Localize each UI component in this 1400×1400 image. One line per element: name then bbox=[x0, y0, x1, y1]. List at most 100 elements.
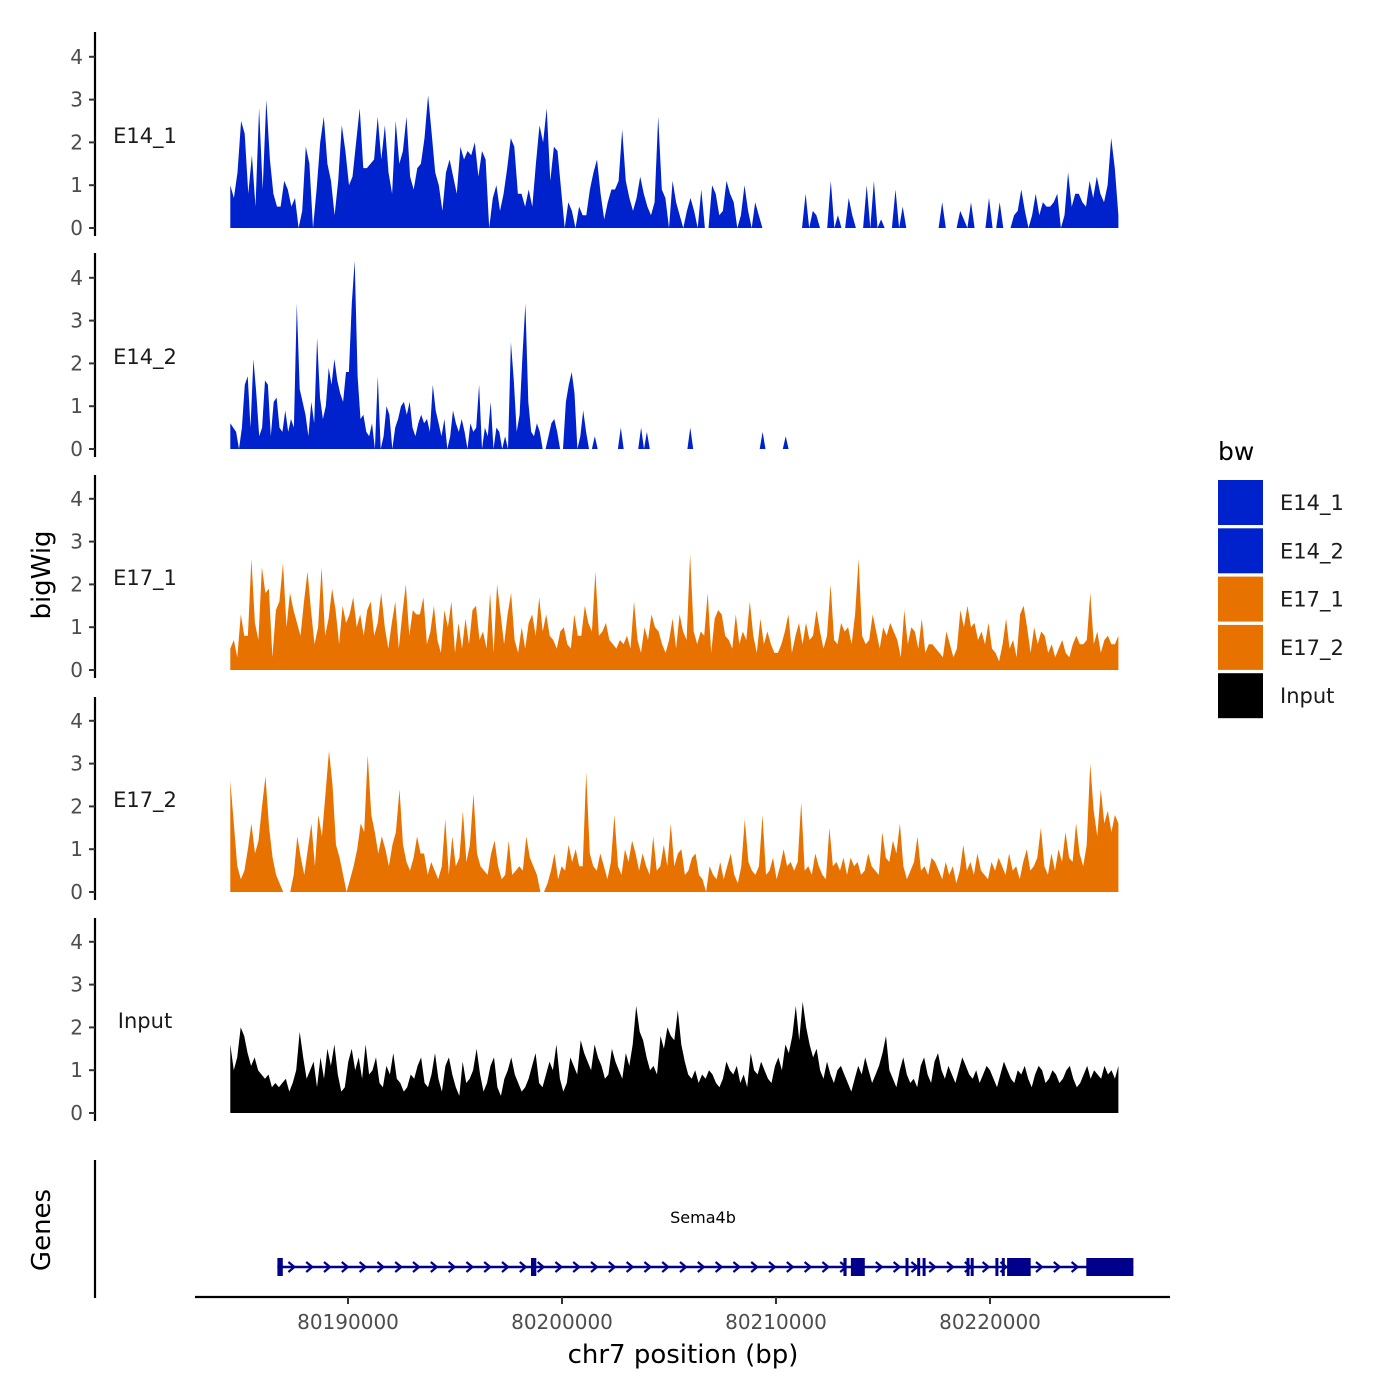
exon bbox=[531, 1258, 537, 1276]
y-tick-label: 1 bbox=[70, 173, 83, 197]
strand-arrow bbox=[430, 1261, 439, 1273]
strand-arrow bbox=[1053, 1261, 1062, 1273]
y-tick-label: 2 bbox=[70, 351, 83, 375]
strand-arrow bbox=[946, 1261, 955, 1273]
legend-key-Input bbox=[1218, 673, 1263, 719]
strand-arrow bbox=[875, 1261, 884, 1273]
signal-area-E17_2 bbox=[230, 750, 1119, 892]
strand-arrow bbox=[447, 1261, 457, 1273]
strand-arrow bbox=[892, 1261, 902, 1273]
y-tick-label: 0 bbox=[70, 216, 83, 240]
track-label-E14_1: E14_1 bbox=[113, 124, 177, 149]
genes-axis-title: Genes bbox=[27, 1189, 57, 1271]
track-label-Input: Input bbox=[118, 1009, 172, 1033]
y-tick-label: 4 bbox=[70, 930, 83, 954]
y-tick-label: 0 bbox=[70, 437, 83, 461]
y-tick-label: 2 bbox=[70, 794, 83, 818]
y-tick-label: 2 bbox=[70, 1015, 83, 1039]
strand-arrow bbox=[590, 1261, 599, 1273]
strand-arrow bbox=[394, 1261, 403, 1273]
signal-area-E14_1 bbox=[230, 95, 1119, 228]
signal-area-E17_1 bbox=[230, 554, 1119, 670]
track-E14_2: 0 1 2 3 4 E14_2 bbox=[70, 253, 1119, 461]
y-tick-label: 0 bbox=[70, 658, 83, 682]
strand-arrow bbox=[821, 1261, 831, 1273]
x-axis: 80190000 80200000 80210000 80220000 bbox=[195, 1295, 1170, 1334]
exon bbox=[1001, 1258, 1005, 1276]
exon bbox=[905, 1258, 909, 1276]
x-axis-title: chr7 position (bp) bbox=[568, 1340, 799, 1370]
signal-area-Input bbox=[230, 1001, 1119, 1113]
legend-label-E14_2: E14_2 bbox=[1280, 539, 1344, 564]
y-tick-label: 3 bbox=[70, 309, 83, 333]
legend-label-E14_1: E14_1 bbox=[1280, 491, 1344, 516]
exon bbox=[917, 1258, 921, 1276]
y-tick-label: 4 bbox=[70, 266, 83, 290]
y-tick-label: 0 bbox=[70, 880, 83, 904]
strand-arrow bbox=[697, 1261, 706, 1273]
strand-arrow bbox=[679, 1261, 688, 1273]
strand-arrow bbox=[536, 1261, 546, 1273]
strand-arrow bbox=[572, 1261, 581, 1273]
exon bbox=[1086, 1258, 1134, 1276]
legend-title: bw bbox=[1218, 437, 1254, 466]
strand-arrow bbox=[1035, 1261, 1044, 1273]
strand-arrow bbox=[928, 1261, 937, 1273]
y-tick-label: 3 bbox=[70, 530, 83, 554]
strand-arrow bbox=[341, 1261, 350, 1273]
legend-key-E17_2 bbox=[1218, 624, 1263, 670]
legend-key-E17_1 bbox=[1218, 576, 1263, 622]
track-label-E17_2: E17_2 bbox=[113, 788, 177, 813]
y-tick-label: 1 bbox=[70, 837, 83, 861]
track-Input: 0 1 2 3 4 Input bbox=[70, 918, 1119, 1125]
strand-arrow bbox=[750, 1261, 759, 1273]
strand-arrow bbox=[608, 1261, 617, 1273]
track-label-E14_2: E14_2 bbox=[113, 345, 177, 370]
track-E17_1: 0 1 2 3 4 E17_1 bbox=[70, 475, 1119, 682]
y-tick-label: 3 bbox=[70, 973, 83, 997]
exon bbox=[277, 1258, 283, 1276]
y-tick-label: 1 bbox=[70, 615, 83, 639]
legend-key-E14_1 bbox=[1218, 480, 1263, 525]
signal-tracks: 0 1 2 3 4 E14_1 0 1 2 3 4 E14_2 0 1 2 3 4 E17_1 0 1 2 3 4 E17_2… bbox=[70, 32, 1119, 1125]
gene-track: Sema4b bbox=[93, 1160, 1134, 1298]
strand-arrow bbox=[465, 1261, 475, 1273]
strand-arrow bbox=[786, 1261, 795, 1273]
exon bbox=[995, 1258, 999, 1276]
legend-key-E14_2 bbox=[1218, 528, 1263, 574]
strand-arrow bbox=[1070, 1261, 1080, 1273]
exon bbox=[850, 1258, 865, 1276]
strand-arrow bbox=[358, 1261, 368, 1273]
y-tick-label: 1 bbox=[70, 394, 83, 418]
exon bbox=[1007, 1258, 1011, 1276]
exon bbox=[966, 1258, 970, 1276]
track-label-E17_1: E17_1 bbox=[113, 566, 177, 591]
strand-arrow bbox=[305, 1261, 314, 1273]
y-tick-label: 2 bbox=[70, 572, 83, 596]
strand-arrow bbox=[287, 1261, 297, 1273]
strand-arrow bbox=[376, 1261, 386, 1273]
strand-arrow bbox=[323, 1261, 332, 1273]
legend-label-Input: Input bbox=[1280, 684, 1334, 708]
strand-arrow bbox=[714, 1261, 724, 1273]
track-E14_1: 0 1 2 3 4 E14_1 bbox=[70, 32, 1119, 240]
y-tick-label: 0 bbox=[70, 1101, 83, 1125]
strand-arrow bbox=[661, 1261, 670, 1273]
strand-arrow bbox=[768, 1261, 777, 1273]
gene-label: Sema4b bbox=[670, 1208, 736, 1227]
legend: bw E14_1 E14_2 E17_1 E17_2 Input bbox=[1218, 437, 1344, 719]
exon bbox=[970, 1258, 974, 1276]
strand-arrow bbox=[519, 1261, 528, 1273]
exon bbox=[922, 1258, 926, 1276]
y-tick-label: 2 bbox=[70, 130, 83, 154]
y-tick-label: 3 bbox=[70, 88, 83, 112]
strand-arrow bbox=[625, 1261, 635, 1273]
exon bbox=[1009, 1258, 1031, 1276]
track-E17_2: 0 1 2 3 4 E17_2 bbox=[70, 697, 1119, 904]
x-tick-label: 80220000 bbox=[939, 1310, 1041, 1334]
strand-arrow bbox=[803, 1261, 813, 1273]
x-tick-label: 80190000 bbox=[297, 1310, 399, 1334]
y-tick-label: 1 bbox=[70, 1058, 83, 1082]
strand-arrow bbox=[643, 1261, 653, 1273]
